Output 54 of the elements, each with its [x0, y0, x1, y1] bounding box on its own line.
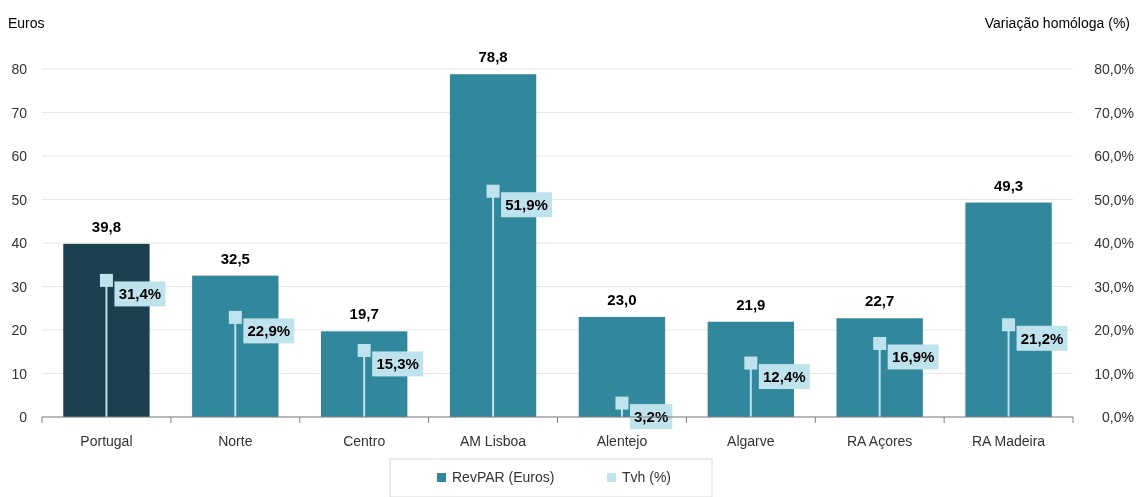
y2-tick-label: 30,0%: [1094, 278, 1134, 295]
y-axis-title: Euros: [8, 15, 45, 31]
data-label: 31,4%: [118, 285, 162, 303]
data-label: 15,3%: [376, 355, 419, 373]
data-label: 12,4%: [763, 368, 806, 386]
data-label: 3,2%: [634, 408, 669, 426]
y-tick-label: 40: [11, 235, 28, 251]
data-label: 19,7: [349, 305, 379, 323]
data-label: 32,5: [220, 249, 250, 267]
data-label: 21,2%: [1020, 329, 1064, 347]
y-tick-label: 10: [11, 365, 28, 382]
point: [615, 396, 629, 410]
point: [873, 336, 887, 350]
y-tick-label: 80: [11, 61, 28, 77]
x-tick-label: AM Lisboa: [459, 433, 527, 449]
y-tick-label: 20: [11, 322, 28, 338]
y2-tick-label: 0,0%: [1102, 409, 1134, 425]
y-tick-label: 50: [11, 191, 28, 208]
point: [1002, 318, 1016, 332]
x-tick-label: Algarve: [727, 433, 775, 449]
data-label: 39,8: [91, 217, 122, 235]
legend-label: RevPAR (Euros): [452, 469, 555, 485]
y-tick-label: 70: [11, 104, 28, 121]
x-tick-label: Portugal: [80, 433, 133, 449]
data-label: 23,0: [607, 290, 637, 308]
y2-tick-label: 20,0%: [1094, 322, 1134, 338]
data-label: 16,9%: [891, 348, 935, 366]
y2-tick-label: 60,0%: [1094, 148, 1134, 164]
y2-tick-label: 40,0%: [1094, 235, 1134, 251]
point: [228, 310, 242, 324]
legend-label: Tvh (%): [622, 469, 671, 485]
data-label: 51,9%: [505, 196, 548, 214]
data-label: 49,3: [993, 176, 1024, 194]
x-tick-label: Centro: [343, 433, 386, 449]
x-tick-label: RA Madeira: [971, 433, 1046, 449]
point: [486, 184, 500, 198]
data-label: 22,7: [865, 292, 895, 310]
y-tick-label: 30: [11, 278, 28, 295]
point: [357, 343, 371, 357]
y2-tick-label: 80,0%: [1094, 61, 1134, 77]
data-label: 78,8: [478, 48, 508, 66]
x-tick-label: RA Açores: [847, 433, 913, 449]
x-tick-label: Alentejo: [596, 433, 648, 449]
y-tick-label: 0: [19, 409, 28, 425]
point: [744, 356, 758, 370]
data-label: 21,9: [736, 295, 766, 313]
y-tick-label: 60: [11, 148, 28, 164]
y2-tick-label: 50,0%: [1094, 191, 1134, 208]
y2-tick-label: 70,0%: [1094, 104, 1134, 121]
data-label: 22,9%: [247, 322, 291, 340]
x-tick-label: Norte: [218, 433, 253, 449]
point: [99, 273, 113, 287]
y2-tick-label: 10,0%: [1094, 365, 1134, 382]
y2-axis-title: Variação homóloga (%): [984, 15, 1130, 31]
